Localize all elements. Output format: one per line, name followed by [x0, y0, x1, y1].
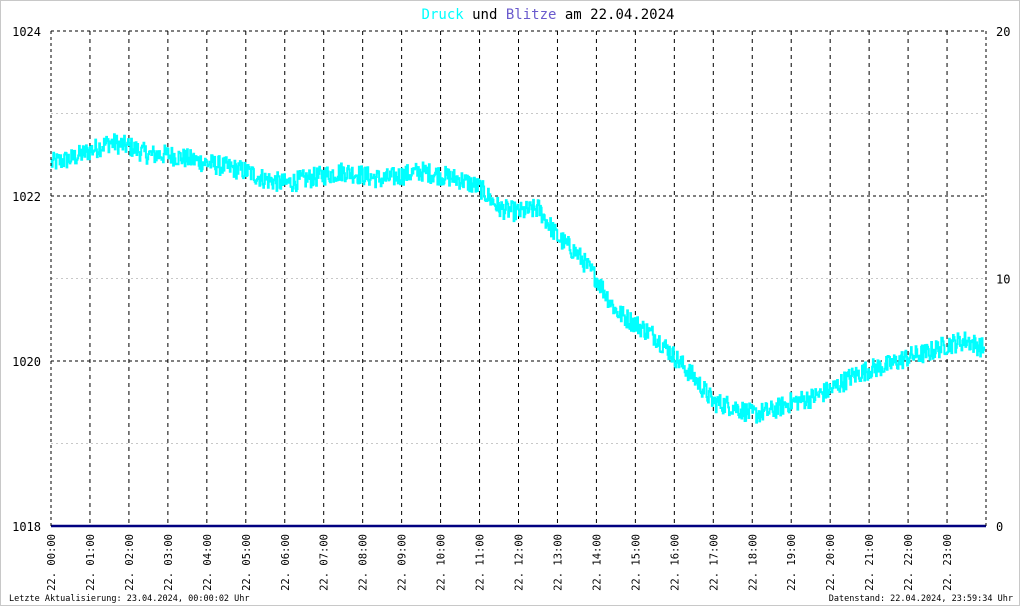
x-tick-label: 22. 21:00: [864, 534, 876, 591]
x-tick-label: 22. 09:00: [397, 534, 409, 591]
y-left-tick-label: 1020: [12, 355, 41, 369]
x-tick-label: 22. 02:00: [124, 534, 136, 591]
title-blitze: Blitze: [506, 7, 557, 23]
x-tick-label: 22. 19:00: [786, 534, 798, 591]
title-und: und: [464, 7, 506, 23]
axes: [50, 30, 987, 526]
title-druck: Druck: [422, 7, 465, 23]
footer-last-update: Letzte Aktualisierung: 23.04.2024, 00:00…: [9, 594, 250, 604]
y-right-tick-label: 20: [996, 25, 1010, 39]
x-tick-label: 22. 00:00: [46, 534, 58, 591]
x-tick-label: 22. 06:00: [280, 534, 292, 591]
x-tick-label: 22. 23:00: [942, 534, 954, 591]
x-tick-label: 22. 05:00: [241, 534, 253, 591]
footer-data-status: Datenstand: 22.04.2024, 23:59:34 Uhr: [829, 594, 1013, 604]
series-layer: [50, 133, 986, 528]
x-tick-label: 22. 14:00: [591, 534, 603, 591]
x-tick-label: 22. 10:00: [436, 534, 448, 591]
y-left-tick-label: 1018: [12, 520, 41, 534]
x-tick-label: 22. 18:00: [747, 534, 759, 591]
title-date: am 22.04.2024: [556, 7, 674, 23]
y-left-tick-label: 1024: [12, 25, 41, 39]
x-tick-label: 22. 13:00: [552, 534, 564, 591]
x-tick-label: 22. 08:00: [358, 534, 370, 591]
x-tick-label: 22. 01:00: [85, 534, 97, 591]
y-right-tick-label: 0: [996, 520, 1003, 534]
x-tick-label: 22. 22:00: [903, 534, 915, 591]
x-tick-label: 22. 07:00: [319, 534, 331, 591]
x-tick-label: 22. 16:00: [669, 534, 681, 591]
y-left-tick-label: 1022: [12, 190, 41, 204]
x-tick-label: 22. 03:00: [163, 534, 175, 591]
series-druck-line: [50, 133, 986, 424]
x-tick-label: 22. 20:00: [825, 534, 837, 591]
x-tick-label: 22. 04:00: [202, 534, 214, 591]
x-tick-label: 22. 12:00: [514, 534, 526, 591]
x-tick-label: 22. 17:00: [708, 534, 720, 591]
y-right-tick-label: 10: [996, 273, 1010, 287]
grid: [51, 30, 986, 526]
x-tick-label: 22. 15:00: [630, 534, 642, 591]
x-tick-label: 22. 11:00: [475, 534, 487, 591]
chart-title: Druck und Blitze am 22.04.2024: [422, 7, 675, 23]
